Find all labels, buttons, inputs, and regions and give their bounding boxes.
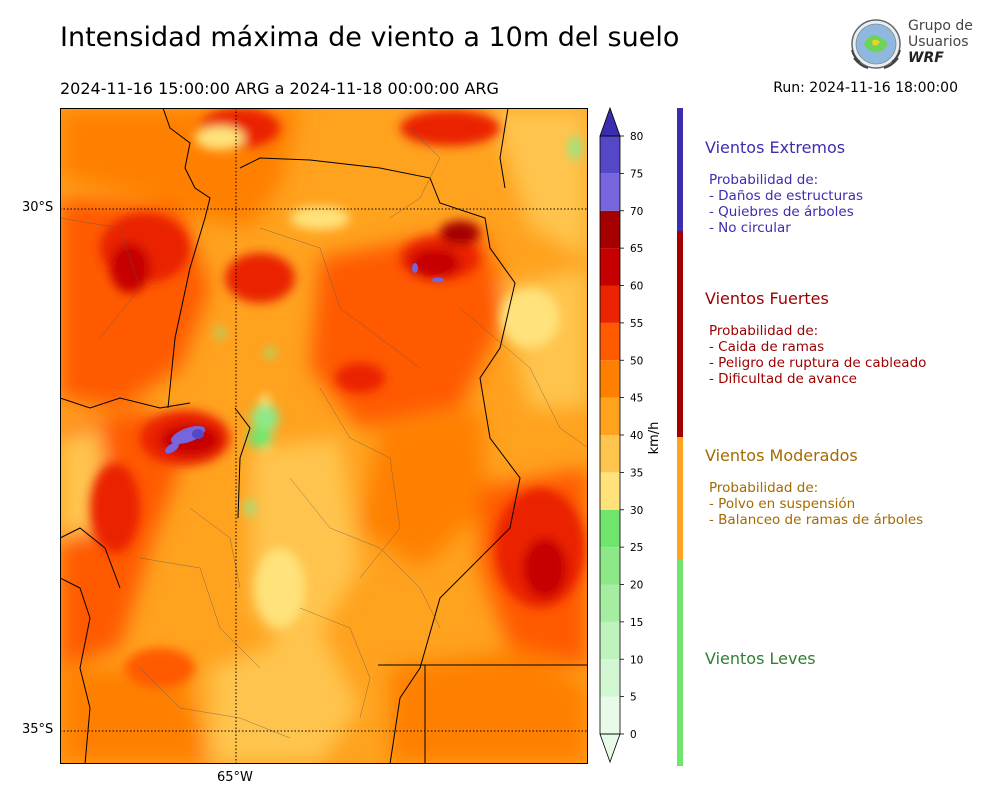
colorbar-extend-high	[599, 106, 621, 137]
colorbar-tick-label: 10	[630, 654, 643, 666]
category-bar	[677, 560, 683, 766]
department-borders	[60, 127, 588, 739]
colorbar-tick-label: 30	[630, 505, 643, 517]
colorbar-tick-label: 75	[630, 168, 643, 180]
wind-field	[60, 108, 588, 764]
grupo-usuarios-wrf-logo: Grupo de Usuarios WRF	[846, 14, 974, 74]
lat-label-30s: 30°S	[22, 200, 54, 215]
colorbar-tick-label: 65	[630, 243, 643, 255]
category-description-line: Probabilidad de:	[709, 480, 819, 496]
category-description-line: Probabilidad de:	[709, 172, 819, 188]
colorbar-segment	[600, 621, 620, 660]
colorbar-segment	[600, 584, 620, 622]
category-description-line: - No circular	[709, 220, 791, 236]
colorbar-tick-label: 55	[630, 318, 643, 330]
colorbar-tick-label: 5	[630, 692, 637, 704]
colorbar-segment	[600, 659, 620, 697]
globe-logo-icon	[851, 19, 901, 69]
wind-category-panel: Vientos Extremos Probabilidad de: - Daños …	[672, 108, 1000, 766]
category-title: Vientos Moderados	[705, 446, 858, 465]
colorbar-tick-label: 40	[630, 430, 643, 442]
colorbar: 0 5 10 15 20 25 30 35 40 45 50 55 60 65 70 75 80 km/h	[599, 106, 662, 764]
colorbar-segment	[600, 136, 620, 174]
province-borders	[60, 108, 588, 764]
category-bar	[677, 437, 683, 561]
colorbar-tick-label: 80	[630, 131, 643, 143]
category-description-line: - Daños de estructuras	[709, 188, 864, 204]
colorbar-tick-label: 25	[630, 542, 643, 554]
category-title: Vientos Fuertes	[705, 289, 829, 308]
logo-text-line1: Grupo de	[908, 18, 973, 34]
logo-text-wrf: WRF	[908, 50, 944, 66]
colorbar-segment	[600, 173, 620, 211]
colorbar-tick-label: 20	[630, 580, 643, 592]
category-bar	[677, 231, 683, 437]
lon-label-65w: 65°W	[217, 770, 253, 785]
colorbar-tick-label: 35	[630, 467, 643, 479]
run-time: Run: 2024-11-16 18:00:00	[773, 80, 958, 96]
colorbar-tick-label: 0	[630, 729, 637, 741]
colorbar-extend-low	[599, 733, 621, 764]
lat-label-35s: 35°S	[22, 722, 54, 737]
category-bar	[677, 108, 683, 232]
colorbar-tick-label: 60	[630, 281, 643, 293]
colorbar-segment	[600, 360, 620, 398]
colorbar-segment	[600, 472, 620, 510]
colorbar-segment	[600, 509, 620, 548]
wind-map	[60, 108, 588, 764]
category-description-line: Probabilidad de:	[709, 323, 819, 339]
colorbar-segment	[600, 547, 620, 585]
category-description-line: - Caida de ramas	[709, 339, 825, 355]
category-description-line: - Polvo en suspensión	[709, 496, 856, 512]
map-frame	[60, 108, 588, 764]
logo-text-line2: Usuarios	[908, 34, 969, 50]
category-title: Vientos Leves	[705, 649, 816, 668]
category-description-line: - Dificultad de avance	[709, 371, 857, 387]
colorbar-segment	[600, 285, 620, 323]
category-description-line: - Peligro de ruptura de cableado	[709, 355, 927, 371]
colorbar-segment	[600, 322, 620, 361]
forecast-period: 2024-11-16 15:00:00 ARG a 2024-11-18 00:…	[60, 79, 499, 98]
colorbar-unit-label: km/h	[647, 422, 662, 455]
graticule	[60, 108, 588, 764]
category-title: Vientos Extremos	[705, 138, 846, 157]
colorbar-tick-label: 15	[630, 617, 643, 629]
colorbar-segment	[600, 397, 620, 435]
colorbar-tick-label: 45	[630, 393, 643, 405]
colorbar-segment	[600, 248, 620, 286]
colorbar-segment	[600, 210, 620, 249]
colorbar-segment	[600, 435, 620, 473]
colorbar-tick-label: 70	[630, 206, 643, 218]
chart-title: Intensidad máxima de viento a 10m del su…	[60, 22, 680, 53]
colorbar-segment	[600, 696, 620, 734]
category-description-line: - Balanceo de ramas de árboles	[709, 512, 924, 528]
colorbar-tick-label: 50	[630, 355, 643, 367]
category-description-line: - Quiebres de árboles	[709, 204, 854, 220]
